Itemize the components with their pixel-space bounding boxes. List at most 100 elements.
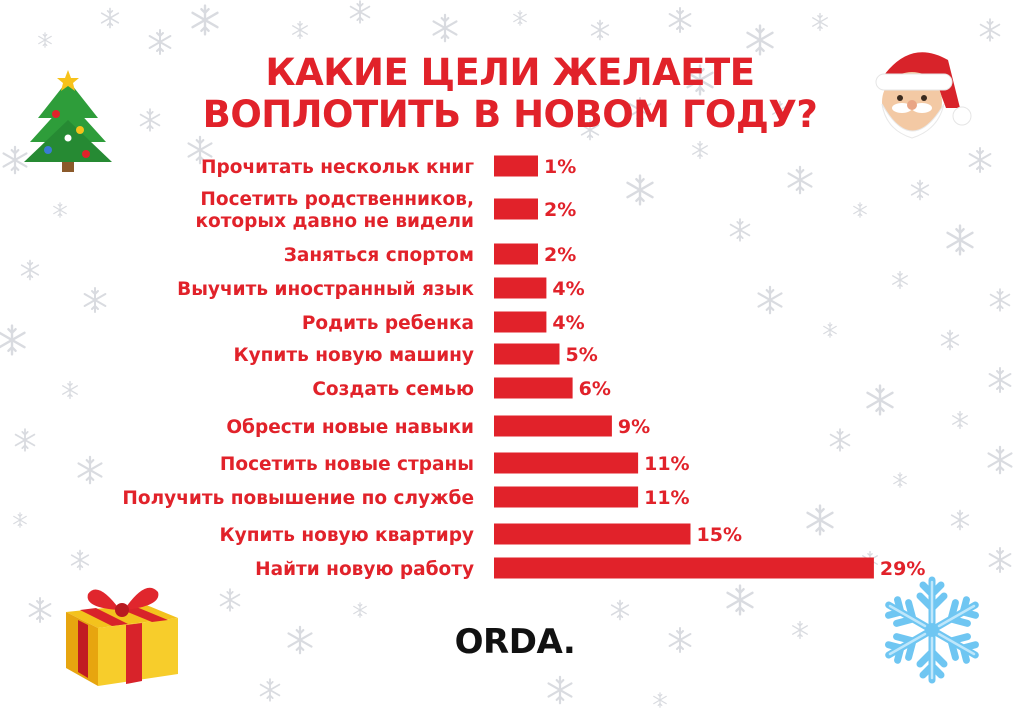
bar-value-label: 1% xyxy=(544,156,576,178)
background-snowflake xyxy=(988,547,1012,573)
category-label: Создать семью xyxy=(312,379,474,400)
background-snowflake xyxy=(626,174,654,206)
background-snowflake xyxy=(353,602,367,618)
bar xyxy=(494,243,538,265)
background-snowflake xyxy=(979,18,1001,42)
background-snowflake xyxy=(77,455,103,485)
category-label: Заняться спортом xyxy=(284,245,474,266)
background-snowflake xyxy=(806,504,834,536)
category-label: Родить ребенка xyxy=(302,313,474,334)
background-snowflake xyxy=(729,218,751,242)
background-snowflake xyxy=(139,108,161,132)
background-snowflake xyxy=(0,324,26,356)
background-snowflake xyxy=(692,140,708,160)
category-label: Выучить иностранный язык xyxy=(177,279,474,300)
bar-value-label: 11% xyxy=(644,487,689,509)
category-label: Посетить новые страны xyxy=(220,454,474,475)
bar xyxy=(494,311,547,333)
background-snowflake xyxy=(823,322,837,338)
brand-logo: ORDA. xyxy=(454,622,576,662)
category-label: Найти новую работу xyxy=(255,559,474,580)
background-snowflake xyxy=(38,32,52,48)
background-snowflake xyxy=(787,165,813,195)
category-label: Обрести новые навыки xyxy=(226,417,474,438)
background-snowflake xyxy=(53,202,67,218)
bar-value-label: 9% xyxy=(618,416,650,438)
background-snowflake xyxy=(100,7,120,29)
background-snowflake xyxy=(950,509,970,531)
background-snowflake xyxy=(287,625,313,655)
background-snowflake xyxy=(988,367,1012,393)
background-snowflake xyxy=(726,584,754,616)
category-label: Посетить родственников, xyxy=(200,189,474,210)
background-snowflake xyxy=(653,692,667,708)
bar-chart: 1% Прочитать нескольк книг 2% Посетить родс… xyxy=(122,155,925,580)
bar-value-label: 11% xyxy=(644,453,689,475)
chart-title-line-1: КАКИЕ ЦЕЛИ ЖЕЛАЕТЕ xyxy=(265,51,755,94)
bar-value-label: 2% xyxy=(544,199,576,221)
bar xyxy=(494,486,639,508)
background-snowflake xyxy=(946,224,974,256)
bar xyxy=(494,557,874,579)
background-snowflake xyxy=(812,12,828,32)
background-snowflake xyxy=(940,329,960,351)
background-snowflake xyxy=(853,202,867,218)
category-label: которых давно не видели xyxy=(195,211,474,232)
bar-value-label: 29% xyxy=(880,558,925,580)
santa-icon xyxy=(875,52,972,139)
background-snowflake xyxy=(910,179,930,201)
bar xyxy=(494,198,538,220)
bar xyxy=(494,277,547,299)
background-snowflake xyxy=(349,0,371,24)
background-snowflake xyxy=(28,597,52,623)
bar-value-label: 5% xyxy=(566,344,598,366)
bar xyxy=(494,415,612,437)
background-snowflake xyxy=(989,288,1011,312)
background-snowflake xyxy=(952,410,968,430)
background-snowflake xyxy=(757,285,783,315)
background-snowflake xyxy=(513,10,527,26)
background-snowflake xyxy=(987,445,1013,475)
background-snowflake xyxy=(13,512,27,528)
background-snowflake xyxy=(829,428,851,452)
bar xyxy=(494,343,560,365)
snowflake-icon xyxy=(872,576,992,690)
background-snowflake xyxy=(219,588,241,612)
gift-icon xyxy=(66,587,178,686)
background-snowflake xyxy=(610,599,630,621)
bar xyxy=(494,377,573,399)
bar xyxy=(494,155,538,177)
background-snowflake xyxy=(62,380,78,400)
background-snowflake xyxy=(968,147,992,173)
background-snowflake xyxy=(259,678,281,702)
chart-title-line-2: ВОПЛОТИТЬ В НОВОМ ГОДУ? xyxy=(202,93,818,136)
background-snowflake xyxy=(668,7,692,33)
background-snowflake xyxy=(892,270,908,290)
background-snowflake xyxy=(547,675,573,705)
bar-value-label: 2% xyxy=(544,244,576,266)
bar-value-label: 6% xyxy=(579,378,611,400)
bar-value-label: 15% xyxy=(697,524,742,546)
category-label: Купить новую квартиру xyxy=(220,525,474,546)
bar xyxy=(494,523,691,545)
background-snowflake xyxy=(590,19,610,41)
bar-value-label: 4% xyxy=(552,312,584,334)
background-snowflake xyxy=(20,259,40,281)
background-snowflake xyxy=(866,384,894,416)
background-snowflake xyxy=(70,549,90,571)
category-label: Прочитать нескольк книг xyxy=(201,157,474,178)
bar xyxy=(494,452,639,474)
background-snowflake xyxy=(83,287,107,313)
category-label: Купить новую машину xyxy=(233,345,474,366)
bar-value-label: 4% xyxy=(552,278,584,300)
background-snowflake xyxy=(893,472,907,488)
background-snowflake xyxy=(191,4,219,36)
background-snowflake xyxy=(14,428,36,452)
background-snowflake xyxy=(292,20,308,40)
background-snowflake xyxy=(432,13,458,43)
background-snowflake xyxy=(148,29,172,55)
background-snowflake xyxy=(668,627,692,653)
category-label: Получить повышение по службе xyxy=(122,488,474,509)
background-snowflake xyxy=(792,620,808,640)
